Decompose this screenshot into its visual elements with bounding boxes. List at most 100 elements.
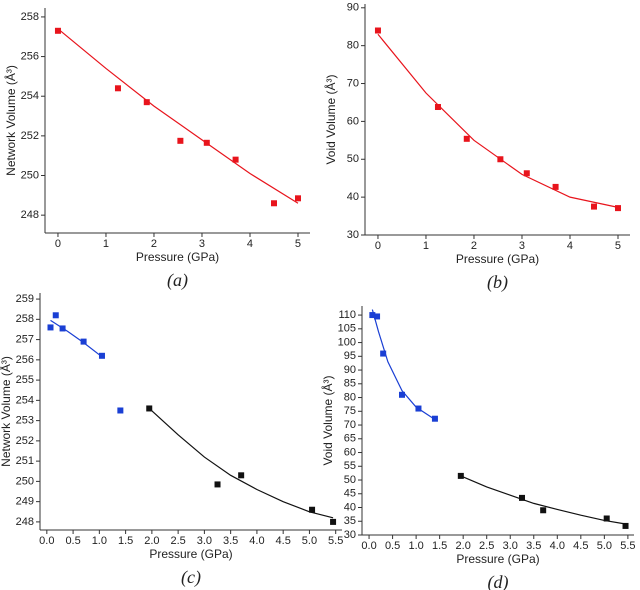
panel: 0.0 0.5 1.0 1.5 2.0 2.5 3.0 3.5 4.0 4.5 5.0 5.5 248 2… [0,293,343,588]
point [59,325,66,332]
y-tick-label: 256 [16,354,34,366]
x-tick-label: 0.0 [39,535,54,547]
point [431,415,438,422]
x-tick-label: 4.0 [550,540,565,552]
point [54,27,61,34]
x-tick-label: 0 [375,240,381,252]
y-tick-label: 253 [16,415,34,427]
x-tick-label: 5 [295,238,301,250]
y-tick-label: 65 [344,433,356,445]
x-tick-label: 5.0 [302,535,317,547]
x-tick-label: 4.5 [573,540,588,552]
y-tick-label: 254 [21,90,39,102]
point [203,139,210,146]
y-tick-label: 30 [344,529,356,541]
x-tick-label: 2 [471,240,477,252]
panel: 0 1 2 3 4 5 30 40 50 60 70 80 90 Pressure (GPa) Void V… [323,2,630,293]
x-tick-label: 1.5 [432,540,447,552]
point [552,183,559,190]
caption: (a) [167,270,188,291]
point [519,494,525,501]
y-tick-label: 40 [347,191,359,203]
fit-line [460,475,626,525]
x-tick-label: 1.0 [408,540,423,552]
y-tick-label: 248 [16,516,34,528]
x-tick-label: 4.5 [276,535,291,547]
x-tick-label: 5.0 [597,540,612,552]
y-tick-label: 254 [16,394,34,406]
point [146,405,153,412]
x-tick-label: 4 [247,238,253,250]
y-tick-label: 70 [347,77,359,89]
x-tick-label: 5.5 [328,535,343,547]
point [434,104,441,111]
y-tick-label: 70 [344,419,356,431]
x-tick-label: 3.5 [526,540,541,552]
point [497,156,504,163]
point [603,515,610,522]
y-tick-label: 55 [344,460,356,472]
y-axis-title: Network Volume (Å³) [3,65,18,176]
y-tick-label: 257 [16,333,34,345]
x-tick-label: 2 [151,238,157,250]
y-tick-label: 252 [16,435,34,447]
x-tick-label: 3 [199,238,205,250]
caption: (b) [487,272,508,293]
fit-line [57,28,299,204]
y-axis-title: Network Volume (Å³) [0,356,13,467]
point [523,170,530,177]
point [114,85,121,92]
y-tick-label: 249 [16,496,34,508]
fit-line [377,33,619,208]
x-tick-label: 1 [103,238,109,250]
panel: 0 1 2 3 4 5 248 250 252 254 256 258 Pressure (GPa) Ne… [3,8,310,291]
y-tick-label: 95 [344,350,356,362]
point [374,313,381,320]
y-tick-label: 40 [344,501,356,513]
point [374,27,381,34]
point [270,200,277,207]
x-tick-label: 0.5 [385,540,400,552]
x-tick-label: 5 [615,240,621,252]
y-tick-label: 248 [21,209,39,221]
panel: 0.0 0.5 1.0 1.5 2.0 2.5 3.0 3.5 4.0 4.5 5.0 5.530 35… [320,306,636,590]
x-axis-title: Pressure (GPa) [149,547,232,561]
point [399,391,405,398]
x-tick-label: 0.5 [65,535,80,547]
x-tick-label: 1 [423,240,429,252]
y-tick-label: 250 [21,169,39,181]
point [614,205,621,212]
point [463,135,470,142]
y-tick-label: 85 [344,378,356,390]
y-tick-label: 60 [344,446,356,458]
y-tick-label: 259 [16,293,34,305]
point [52,312,59,319]
y-tick-label: 90 [347,2,359,14]
fit-line [50,319,103,358]
point [622,522,629,529]
x-tick-label: 2.0 [456,540,471,552]
y-tick-label: 30 [347,229,359,241]
x-tick-label: 2.5 [479,540,494,552]
y-tick-label: 80 [347,40,359,52]
caption: (d) [488,572,509,590]
y-tick-label: 35 [344,515,356,527]
y-tick-label: 75 [344,405,356,417]
fit-line [148,408,334,519]
point [457,472,464,479]
point [294,195,301,202]
caption: (c) [181,567,201,588]
x-tick-label: 2.5 [170,535,185,547]
y-tick-label: 45 [344,488,356,500]
point [80,338,87,345]
point [590,203,597,210]
x-tick-label: 3.0 [503,540,518,552]
x-tick-label: 0.0 [361,540,376,552]
y-tick-label: 90 [344,364,356,376]
y-tick-label: 250 [16,475,34,487]
y-tick-label: 258 [21,11,39,23]
x-tick-label: 4.0 [249,535,264,547]
x-tick-label: 2.0 [144,535,159,547]
